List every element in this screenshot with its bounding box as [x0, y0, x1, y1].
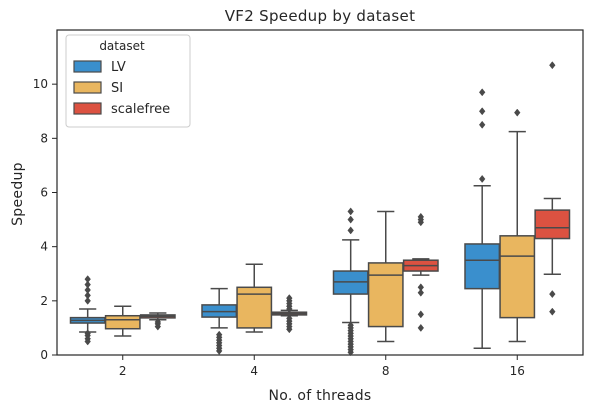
box-body: [104, 314, 141, 330]
flier-point: [286, 294, 293, 303]
flier-point: [478, 120, 486, 129]
legend-swatch-LV: [73, 60, 102, 73]
flier-point: [84, 285, 91, 295]
chart-title: VF2 Speedup by dataset: [225, 7, 416, 25]
y-tick-label: 2: [40, 294, 48, 308]
flier-point: [84, 291, 91, 300]
legend-swatch-scalefree: [73, 102, 102, 115]
legend-swatch-SI: [73, 81, 102, 94]
x-axis-label: No. of threads: [268, 388, 371, 404]
flier-point: [347, 321, 354, 330]
box-LV-16: [464, 88, 501, 349]
x-tick-label: 16: [510, 364, 525, 378]
box-SI-16: [499, 108, 536, 343]
y-tick-label: 0: [40, 348, 48, 362]
y-tick-label: 8: [40, 131, 48, 145]
flier-point: [417, 323, 425, 332]
x-tick-label: 4: [250, 364, 258, 378]
flier-point: [417, 283, 425, 292]
flier-point: [84, 296, 91, 305]
flier-point: [549, 290, 556, 299]
legend-label-scalefree: scalefree: [111, 102, 170, 117]
flier-point: [514, 108, 521, 117]
flier-point: [347, 215, 354, 224]
flier-point: [154, 317, 162, 326]
flier-point: [215, 330, 223, 339]
box-body: [367, 262, 404, 328]
flier-point: [478, 88, 486, 97]
y-tick-label: 6: [40, 186, 48, 200]
flier-point: [478, 107, 486, 116]
box-scalefree-8: [402, 212, 439, 332]
box-body: [464, 243, 501, 290]
x-tick-label: 2: [119, 364, 127, 378]
flier-point: [549, 61, 556, 70]
box-scalefree-4: [271, 294, 308, 334]
box-LV-2: [69, 275, 106, 346]
flier-point: [417, 310, 425, 319]
plot-area: 0 2 4 6 8 10 2 4 8 16: [33, 29, 584, 378]
legend-title: dataset: [99, 39, 145, 53]
box-SI-4: [236, 263, 273, 333]
box-scalefree-16: [534, 61, 571, 316]
box-body: [534, 209, 571, 240]
x-tick-label: 8: [382, 364, 390, 378]
box-SI-8: [367, 210, 404, 343]
y-axis-label: Speedup: [10, 162, 26, 226]
legend-label-SI: SI: [111, 81, 123, 96]
flier-point: [347, 226, 354, 235]
flier-point: [84, 329, 91, 338]
flier-point: [417, 212, 425, 221]
flier-point: [347, 207, 354, 216]
flier-point: [549, 307, 556, 316]
flier-point: [84, 280, 91, 289]
flier-point: [286, 314, 293, 323]
box-body: [499, 235, 536, 319]
flier-point: [84, 275, 91, 284]
legend-label-LV: LV: [111, 60, 126, 75]
box-LV-4: [201, 287, 238, 355]
box-SI-2: [104, 305, 141, 337]
legend: dataset LV SI scalefree: [65, 34, 191, 128]
y-tick-label: 4: [40, 240, 48, 254]
box-scalefree-2: [139, 312, 176, 331]
y-tick-label: 10: [33, 77, 48, 91]
box-LV-8: [332, 207, 369, 357]
flier-point: [478, 174, 486, 183]
flier-point: [417, 288, 425, 297]
